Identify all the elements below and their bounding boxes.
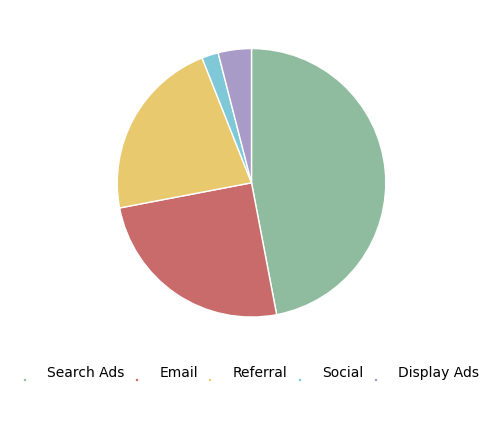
Wedge shape [252,49,386,315]
Legend: Search Ads, Email, Referral, Social, Display Ads: Search Ads, Email, Referral, Social, Dis… [17,359,486,387]
Wedge shape [202,53,252,183]
Wedge shape [117,58,252,208]
Wedge shape [218,49,252,183]
Wedge shape [120,183,277,317]
